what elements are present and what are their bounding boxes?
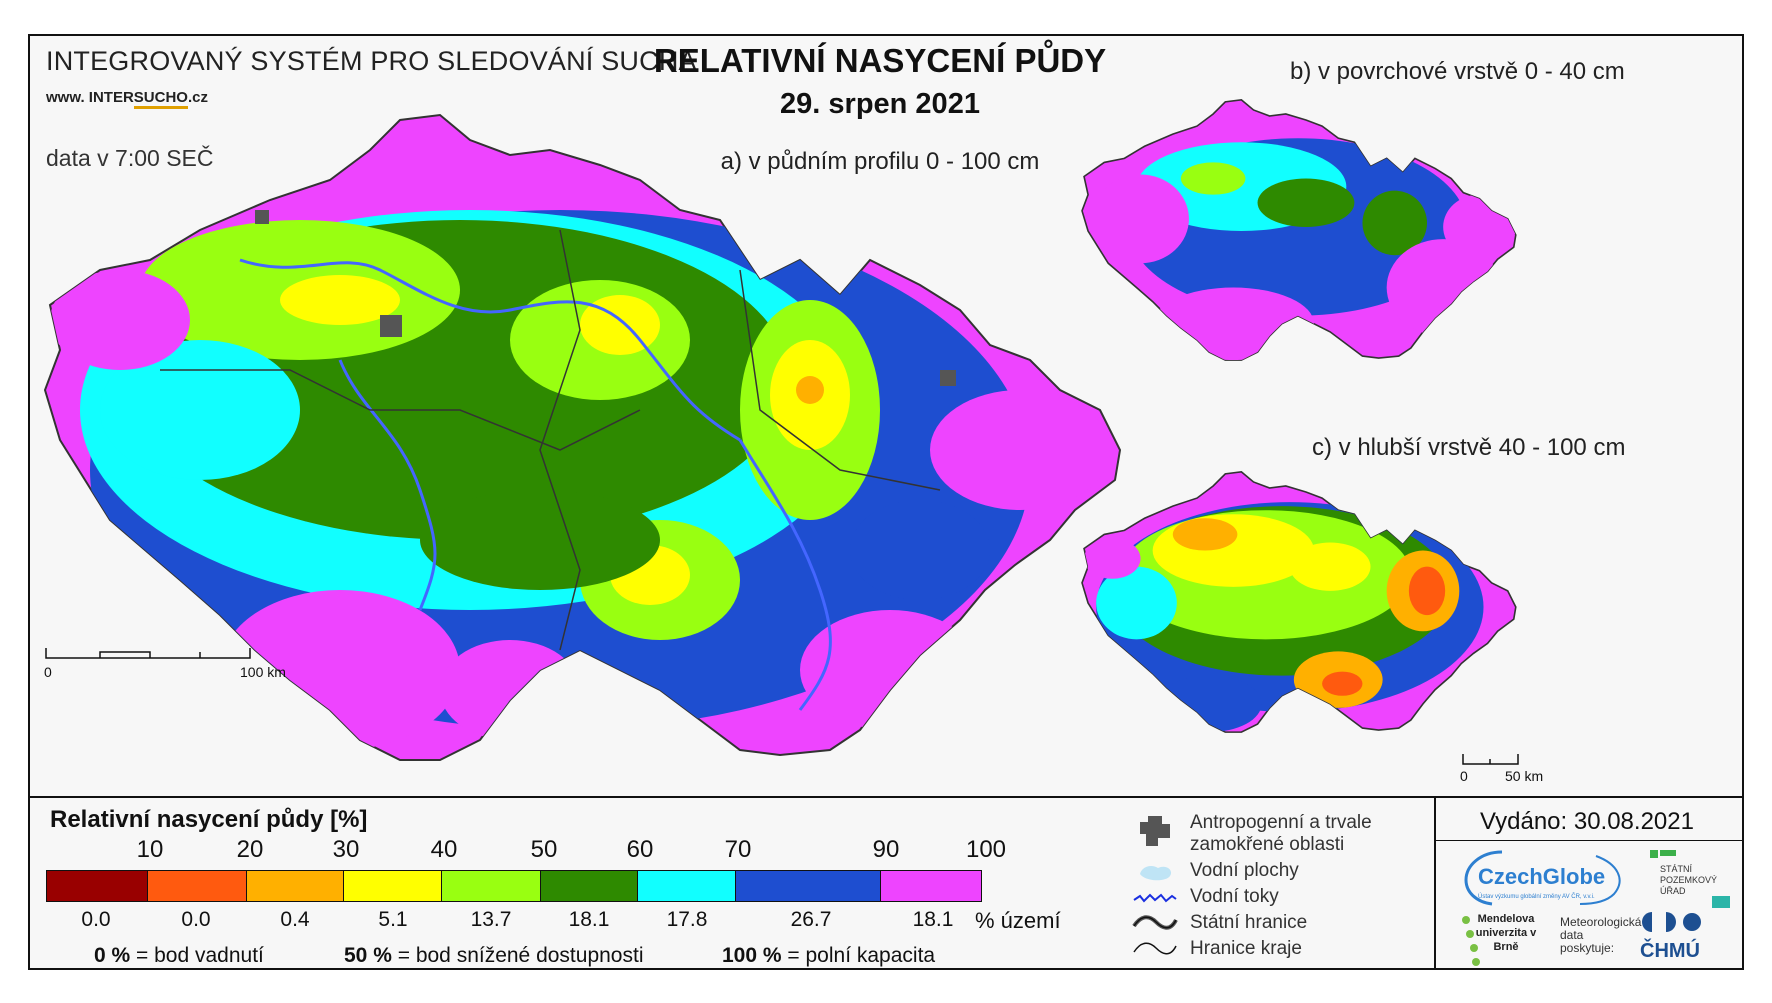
- czechglobe-logo-icon: [1464, 850, 1621, 906]
- note-text: = bod snížené dostupnosti: [397, 944, 644, 967]
- state-border-label: Státní hranice: [1190, 912, 1308, 933]
- issuer-divider: [1434, 840, 1744, 841]
- main-scale-bar: [45, 648, 251, 659]
- note-wilting-point: 0 % = bod vadnutí: [94, 944, 264, 968]
- note-text: = polní kapacita: [787, 944, 936, 967]
- note-reduced-availability: 50 % = bod snížené dostupnosti: [344, 944, 643, 968]
- legend-tick: 70: [724, 836, 752, 863]
- area-percent: 17.8: [666, 908, 708, 931]
- area-percent: 0.0: [181, 908, 211, 931]
- chmu-logo: ČHMÚ: [1640, 940, 1700, 962]
- small-scale-end: 50 km: [1505, 768, 1544, 784]
- color-class-60-70: [637, 871, 736, 901]
- legend-panel: [28, 796, 1744, 970]
- legend-title: Relativní nasycení půdy [%]: [50, 806, 368, 833]
- area-percent: 13.7: [470, 908, 512, 931]
- url-highlight: SUCHO: [133, 89, 188, 109]
- legend-tick: 20: [236, 836, 264, 863]
- area-unit: % území: [975, 908, 1061, 933]
- area-percent: 0.4: [280, 908, 310, 931]
- color-class-70-90: [735, 871, 882, 901]
- region-border-icon: [1133, 942, 1177, 955]
- page-title: RELATIVNÍ NASYCENÍ PŮDY: [653, 42, 1107, 79]
- legend-tick: 40: [430, 836, 458, 863]
- area-percent: 18.1: [912, 908, 954, 931]
- url-suffix: .cz: [187, 89, 208, 106]
- area-percent: 26.7: [790, 908, 832, 931]
- color-class-20-30: [246, 871, 345, 901]
- note-text: = bod vadnutí: [136, 944, 264, 967]
- color-class-30-40: [344, 871, 443, 901]
- issued-date: Vydáno: 30.08.2021: [1480, 808, 1694, 835]
- stream-icon: [1133, 893, 1177, 903]
- spu-logo-icon: [1650, 850, 1676, 858]
- note-field-capacity: 100 % = polní kapacita: [722, 944, 935, 968]
- system-name: INTEGROVANÝ SYSTÉM PRO SLEDOVÁNÍ SUCHA: [46, 46, 697, 76]
- main-map: [43, 113, 1122, 761]
- legend-tick: 90: [872, 836, 900, 863]
- spu-logo: STÁTNÍ POZEMKOVÝ ÚŘAD: [1660, 864, 1718, 896]
- water-area-icon: [1140, 866, 1172, 881]
- czechglobe-logo: CzechGlobe: [1478, 864, 1606, 889]
- meteo-provider-text: Meteorologická data poskytuje:: [1560, 915, 1642, 955]
- color-class-0-10: [47, 871, 148, 901]
- state-border-icon: [1132, 915, 1178, 930]
- website-url[interactable]: www. INTERSUCHO.cz: [46, 89, 208, 109]
- color-class-40-50: [442, 871, 541, 901]
- note-value: 50 %: [344, 944, 392, 967]
- czechglobe-subtitle: Ústav výzkumu globální změny AV ČR, v.v.…: [1478, 894, 1595, 900]
- legend-tick: 100: [965, 836, 1007, 863]
- small-scale-start: 0: [1460, 768, 1468, 784]
- data-time: data v 7:00 SEČ: [46, 145, 214, 171]
- map-date: 29. srpen 2021: [780, 88, 980, 120]
- note-value: 100 %: [722, 944, 782, 967]
- main-scale-end: 100 km: [240, 664, 286, 680]
- legend-tick: 50: [530, 836, 558, 863]
- legend-tick: 60: [626, 836, 654, 863]
- anthropogenic-area-icon: [1140, 816, 1170, 846]
- chmu-logo-icon: [1642, 912, 1701, 932]
- url-prefix: www. INTER: [46, 89, 134, 106]
- mendelu-dots-icon: [1462, 916, 1480, 966]
- legend-tick: 30: [332, 836, 360, 863]
- deep-map-label: c) v hlubší vrstvě 40 - 100 cm: [1312, 434, 1626, 461]
- issuer-box: [1434, 796, 1744, 970]
- mendelu-logo: Mendelova univerzita v Brně: [1475, 913, 1537, 953]
- note-value: 0 %: [94, 944, 131, 967]
- surface-map-label: b) v povrchové vrstvě 0 - 40 cm: [1290, 58, 1625, 85]
- deep-layer-map: [1081, 471, 1517, 733]
- small-scale-bar: [1462, 754, 1519, 765]
- area-percent: 0.0: [81, 908, 111, 931]
- main-map-label: a) v půdním profilu 0 - 100 cm: [720, 148, 1040, 175]
- region-border-label: Hranice kraje: [1190, 938, 1302, 959]
- stream-label: Vodní toky: [1190, 886, 1279, 907]
- water-area-label: Vodní plochy: [1190, 860, 1299, 881]
- color-class-90-100: [881, 871, 981, 901]
- color-class-10-20: [147, 871, 247, 901]
- anthropogenic-area-label: Antropogenní a trvale zamokřené oblasti: [1190, 812, 1372, 855]
- legend-tick: 10: [136, 836, 164, 863]
- area-percent: 5.1: [378, 908, 408, 931]
- area-percent: 18.1: [568, 908, 610, 931]
- color-scale-bar: [46, 870, 982, 902]
- surface-layer-map: [1081, 99, 1517, 361]
- spu-accent-icon: [1712, 896, 1730, 908]
- main-scale-start: 0: [44, 664, 52, 680]
- color-class-50-60: [540, 871, 638, 901]
